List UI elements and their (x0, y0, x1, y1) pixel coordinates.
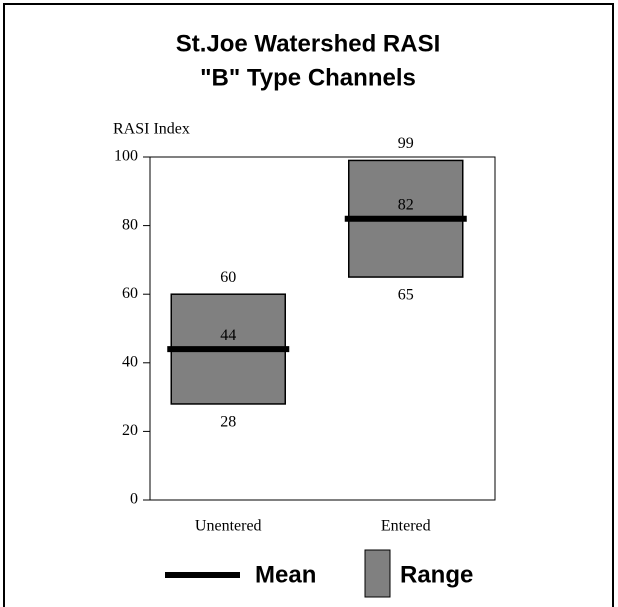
legend-range-swatch (364, 549, 391, 598)
mean-label: 44 (220, 327, 236, 344)
plot-frame (149, 156, 496, 501)
mean-label: 82 (398, 196, 414, 213)
y-tick-label: 60 (122, 285, 138, 302)
high-label: 99 (398, 135, 414, 152)
y-tick-label: 100 (114, 148, 138, 165)
low-label: 65 (398, 287, 414, 304)
chart-title: St.Joe Watershed RASI (176, 30, 441, 57)
y-tick-label: 0 (130, 491, 138, 508)
x-tick-label: Unentered (195, 518, 262, 535)
y-tick-label: 80 (122, 216, 138, 233)
chart-subtitle: "B" Type Channels (200, 64, 416, 91)
legend-mean-label: Mean (255, 561, 316, 588)
low-label: 28 (220, 414, 236, 431)
y-tick-label: 20 (122, 422, 138, 439)
y-axis-label: RASI Index (113, 121, 190, 138)
legend-range-label: Range (400, 561, 473, 588)
y-tick-label: 40 (122, 353, 138, 370)
frame (3, 3, 614, 607)
x-tick-label: Entered (381, 518, 431, 535)
high-label: 60 (220, 269, 236, 286)
